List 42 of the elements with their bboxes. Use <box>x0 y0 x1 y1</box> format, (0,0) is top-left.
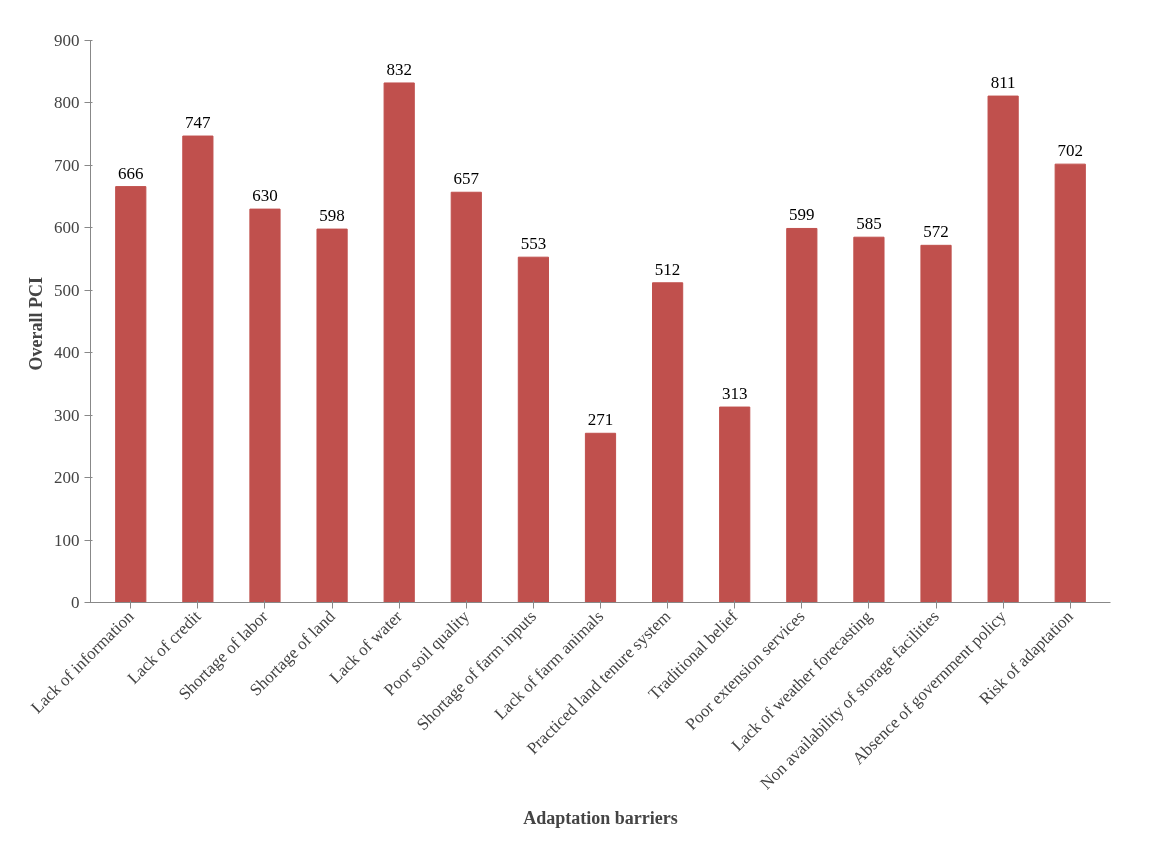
y-tick-label: 300 <box>54 405 80 425</box>
data-label: 599 <box>789 205 815 225</box>
bar <box>920 244 952 603</box>
y-tick-label: 200 <box>54 468 80 488</box>
y-tick-label: 600 <box>54 218 80 238</box>
bar <box>316 228 348 603</box>
data-label: 702 <box>1057 141 1083 161</box>
bar <box>1054 163 1086 603</box>
y-tick-label: 500 <box>54 280 80 300</box>
data-label: 313 <box>721 384 748 404</box>
y-axis-title: Overall PCI <box>26 277 46 371</box>
data-label: 572 <box>923 222 949 242</box>
bar <box>249 208 281 603</box>
data-label: 811 <box>990 73 1016 93</box>
bar <box>115 186 147 603</box>
y-tick-label: 100 <box>54 530 80 550</box>
bar <box>450 191 482 603</box>
bar <box>786 227 818 603</box>
data-label: 657 <box>453 169 480 189</box>
data-label: 598 <box>319 206 345 226</box>
bar <box>182 135 214 603</box>
bar <box>652 282 684 603</box>
bar <box>987 95 1019 603</box>
y-tick-label: 700 <box>54 155 80 175</box>
bar <box>383 82 415 603</box>
data-label: 832 <box>386 59 412 79</box>
data-label: 271 <box>587 410 614 430</box>
y-tick-label: 900 <box>54 31 80 50</box>
data-label: 630 <box>252 186 278 206</box>
data-label: 553 <box>520 234 547 254</box>
data-label: 585 <box>856 214 882 234</box>
bar <box>719 406 751 603</box>
data-label: 512 <box>654 259 681 279</box>
y-tick-label: 400 <box>54 343 80 363</box>
data-label: 666 <box>118 163 144 183</box>
y-tick-label: 0 <box>71 593 80 612</box>
y-tick-label: 800 <box>54 93 80 113</box>
bar <box>584 432 617 603</box>
bar <box>517 256 549 603</box>
bar <box>853 236 885 603</box>
data-label: 747 <box>185 113 212 133</box>
x-axis-title: Adaptation barriers <box>523 807 678 828</box>
